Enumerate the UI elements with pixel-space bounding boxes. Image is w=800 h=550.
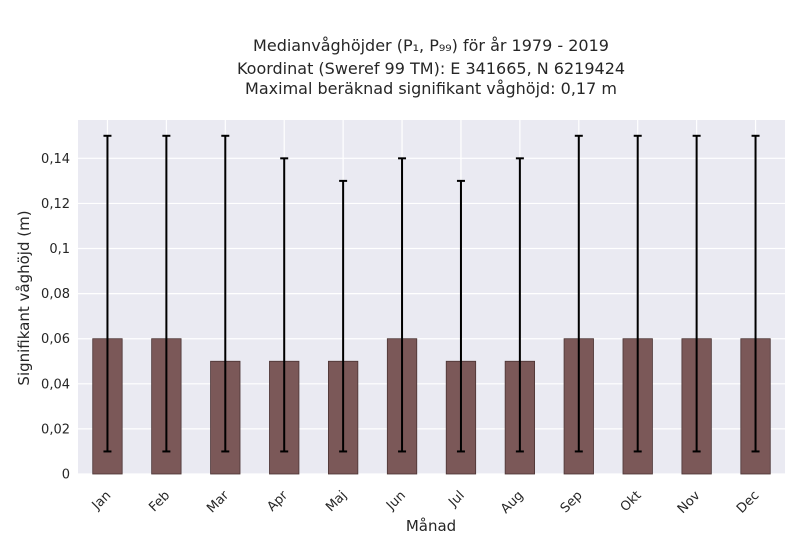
y-tick-label: 0,12	[41, 197, 70, 212]
error-bar	[633, 134, 642, 453]
error-bar	[398, 157, 407, 453]
y-tick-label: 0,08	[41, 287, 70, 302]
x-tick-label: Jan	[89, 488, 114, 513]
x-tick-label: Mar	[204, 488, 232, 516]
chart-title-line-2: Koordinat (Sweref 99 TM): E 341665, N 62…	[237, 59, 625, 78]
x-tick-label: Okt	[618, 488, 645, 515]
y-axis-ticks: 0 0,02 0,04 0,06 0,08 0,1 0,12 0,14	[41, 152, 70, 483]
y-tick-label: 0,02	[41, 422, 70, 437]
error-bar	[339, 179, 348, 453]
x-tick-label: Maj	[323, 488, 350, 515]
plot-area	[78, 120, 785, 474]
y-tick-label: 0,06	[41, 332, 70, 347]
error-bar	[162, 134, 171, 453]
error-bar	[221, 134, 230, 453]
y-tick-label: 0	[62, 468, 70, 483]
x-axis-ticks: Jan Feb Mar Apr Maj Jun Jul Aug Sep Okt Nov Dec	[89, 488, 763, 517]
error-bar	[280, 157, 289, 453]
chart-title-line-1: Medianvåghöjder (P₁, P₉₉) för år 1979 - …	[253, 36, 609, 55]
error-bars	[103, 134, 760, 453]
chart-title-line-3: Maximal beräknad signifikant våghöjd: 0,…	[245, 79, 617, 98]
error-bar	[751, 134, 760, 453]
error-bar	[456, 179, 465, 453]
x-tick-label: Apr	[265, 488, 292, 515]
error-bar	[515, 157, 524, 453]
y-tick-label: 0,04	[41, 377, 70, 392]
chart-title: Medianvåghöjder (P₁, P₉₉) för år 1979 - …	[237, 36, 625, 98]
x-tick-label: Jun	[383, 488, 409, 514]
error-bar	[692, 134, 701, 453]
error-bar	[103, 134, 112, 453]
y-axis-label: Signifikant våghöjd (m)	[15, 210, 33, 385]
error-bar	[574, 134, 583, 453]
x-tick-label: Nov	[675, 488, 704, 517]
y-tick-label: 0,1	[49, 242, 70, 257]
x-axis-label: Månad	[406, 517, 456, 535]
x-tick-label: Jul	[445, 488, 467, 510]
x-tick-label: Dec	[734, 488, 762, 516]
y-tick-label: 0,14	[41, 152, 70, 167]
x-tick-label: Feb	[146, 488, 173, 515]
x-tick-label: Sep	[558, 488, 586, 516]
x-tick-label: Aug	[498, 488, 527, 517]
